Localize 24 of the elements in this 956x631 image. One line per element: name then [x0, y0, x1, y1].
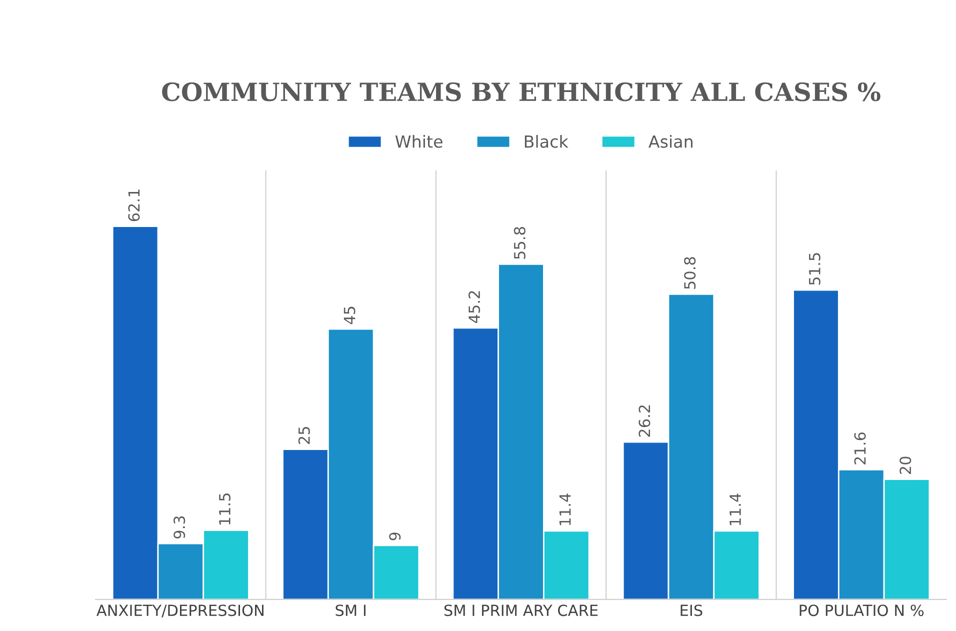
data-label: 51.5: [809, 253, 820, 285]
chart-title: COMMUNITY TEAMS BY ETHNICITY ALL CASES %: [162, 82, 880, 102]
x-tick-label: EIS: [680, 604, 702, 616]
data-label: 9: [389, 532, 401, 540]
x-tick-label: SM I: [336, 604, 366, 616]
data-label: 55.8: [514, 227, 526, 259]
data-label: 62.1: [128, 190, 140, 222]
legend-label: Asian: [648, 134, 692, 148]
data-label: 25: [298, 426, 310, 444]
data-label: 21.6: [854, 432, 866, 464]
data-label: 9.3: [174, 516, 186, 538]
x-tick-label: PO PULATIO N %: [800, 604, 924, 616]
legend-label: Black: [524, 134, 568, 148]
data-label: 11.5: [219, 494, 230, 525]
data-label: 11.4: [730, 494, 741, 526]
data-label: 45.2: [468, 291, 480, 323]
data-label: 50.8: [684, 257, 696, 289]
data-label: 45: [344, 306, 356, 324]
data-label: 11.4: [559, 494, 571, 526]
x-tick-label: SM I PRIM ARY CARE: [444, 604, 598, 616]
data-label: 20: [900, 456, 912, 474]
legend-label: White: [395, 134, 442, 148]
x-tick-label: ANXIETY/DEPRESSION: [96, 604, 264, 618]
data-label: 26.2: [638, 405, 650, 437]
